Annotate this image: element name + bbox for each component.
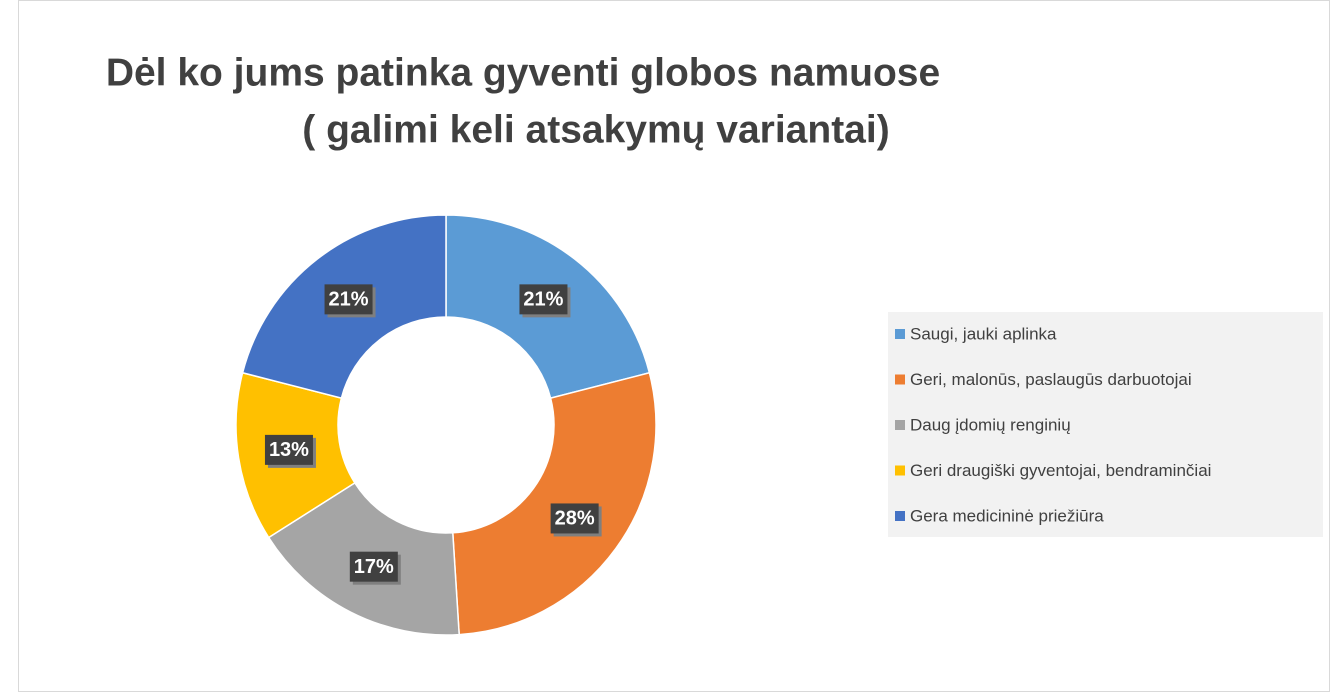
data-label: 17% <box>354 556 394 578</box>
label-box <box>550 503 599 534</box>
legend-label: Saugi, jauki aplinka <box>910 324 1057 343</box>
chart-title: Dėl ko jums patinka gyventi globos namuo… <box>106 51 940 94</box>
legend-swatch <box>895 511 905 521</box>
legend-label: Daug įdomių renginių <box>910 415 1071 434</box>
legend-label: Gera medicininė priežiūra <box>910 506 1104 525</box>
legend-swatch <box>895 374 905 385</box>
label-box <box>264 434 313 465</box>
legend-label: Geri draugiški gyventojai, bendraminčiai <box>910 461 1211 480</box>
legend-label: Geri, malonūs, paslaugūs darbuotojai <box>910 370 1192 389</box>
data-label: 21% <box>523 289 563 311</box>
legend-swatch <box>895 420 905 430</box>
label-box <box>349 551 398 582</box>
data-label: 13% <box>269 439 309 461</box>
data-label: 21% <box>329 289 369 311</box>
legend-swatch <box>895 329 905 339</box>
label-box <box>519 284 568 315</box>
legend-box <box>888 312 1323 537</box>
legend-swatch <box>895 465 905 476</box>
label-box <box>324 284 373 315</box>
chart-title: ( galimi keli atsakymų variantai) <box>302 108 889 151</box>
data-label: 28% <box>555 508 595 530</box>
